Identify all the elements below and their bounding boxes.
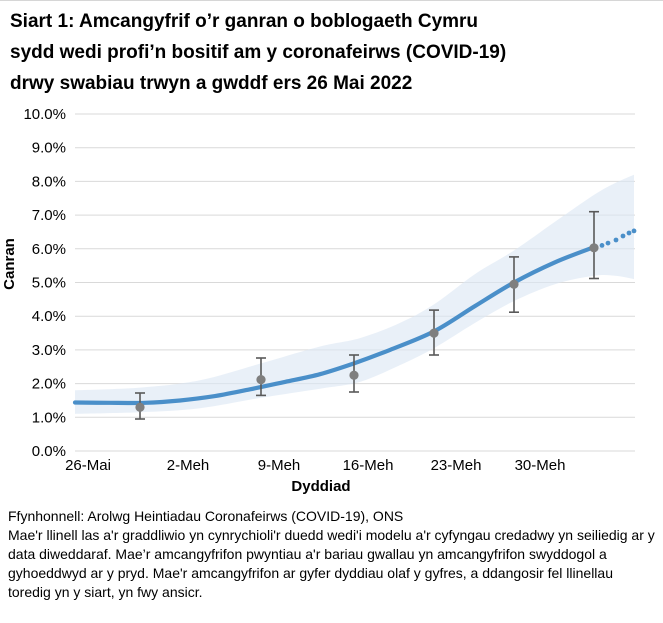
x-tick-label: 2-Meh xyxy=(167,457,210,474)
chart-title-line-3: drwy swabiau trwyn a gwddf ers 26 Mai 20… xyxy=(10,73,413,94)
point-estimate-dot xyxy=(589,243,599,253)
y-tick-label: 2.0% xyxy=(32,376,66,393)
y-tick-label: 4.0% xyxy=(32,308,66,325)
point-estimate-dot xyxy=(509,279,519,289)
x-axis-title: Dyddiad xyxy=(291,478,350,495)
y-tick-label: 10.0% xyxy=(23,106,66,123)
x-tick-label: 26-Mai xyxy=(65,457,111,474)
x-tick-label: 9-Meh xyxy=(258,457,301,474)
trend-dotted-segment-dot xyxy=(620,233,626,239)
point-estimate-dot xyxy=(349,370,359,380)
y-tick-label: 6.0% xyxy=(32,241,66,258)
source-note: Ffynhonnell: Arolwg Heintiadau Coronafei… xyxy=(8,508,404,524)
point-estimate-dot xyxy=(135,402,145,412)
y-tick-label: 5.0% xyxy=(32,275,66,292)
y-tick-label: 7.0% xyxy=(32,207,66,224)
y-tick-label: 8.0% xyxy=(32,173,66,190)
trend-dotted-segment-dot xyxy=(599,243,605,248)
chart-title: Siart 1: Amcangyfrif o’r ganran o boblog… xyxy=(10,6,658,99)
line-chart: 0.0% 1.0% 2.0% 3.0% 4.0% 5.0% 6.0% 7.0% 8.0% 9.0%… xyxy=(1,106,637,495)
trend-dotted-segment-dot xyxy=(613,237,619,243)
y-tick-label: 0.0% xyxy=(32,443,66,460)
x-tick-label: 16-Meh xyxy=(343,457,394,474)
trend-line xyxy=(72,245,597,406)
y-tick-label: 9.0% xyxy=(32,140,66,157)
y-axis-title: Canran xyxy=(1,238,18,290)
trend-dotted-segment-dot xyxy=(626,230,632,236)
trend-dotted-segment-dot xyxy=(631,228,637,234)
x-tick-label: 30-Meh xyxy=(515,457,566,474)
chart-title-line-1: Siart 1: Amcangyfrif o’r ganran o boblog… xyxy=(10,11,479,32)
chart-area: 0.0% 1.0% 2.0% 3.0% 4.0% 5.0% 6.0% 7.0% 8.0% 9.0%… xyxy=(0,101,663,501)
y-tick-label: 1.0% xyxy=(32,409,66,426)
trend-dotted-segment-dot xyxy=(605,240,611,246)
x-tick-label: 23-Meh xyxy=(431,457,482,474)
methodology-note: Mae'r llinell las a'r graddliwio yn cynr… xyxy=(8,527,655,600)
y-tick-label: 3.0% xyxy=(32,342,66,359)
point-estimate-dot xyxy=(429,328,439,338)
chart-footer: Ffynhonnell: Arolwg Heintiadau Coronafei… xyxy=(8,507,658,602)
point-estimate-dot xyxy=(256,375,266,385)
chart-title-line-2: sydd wedi profi’n bositif am y coronafei… xyxy=(10,42,507,63)
